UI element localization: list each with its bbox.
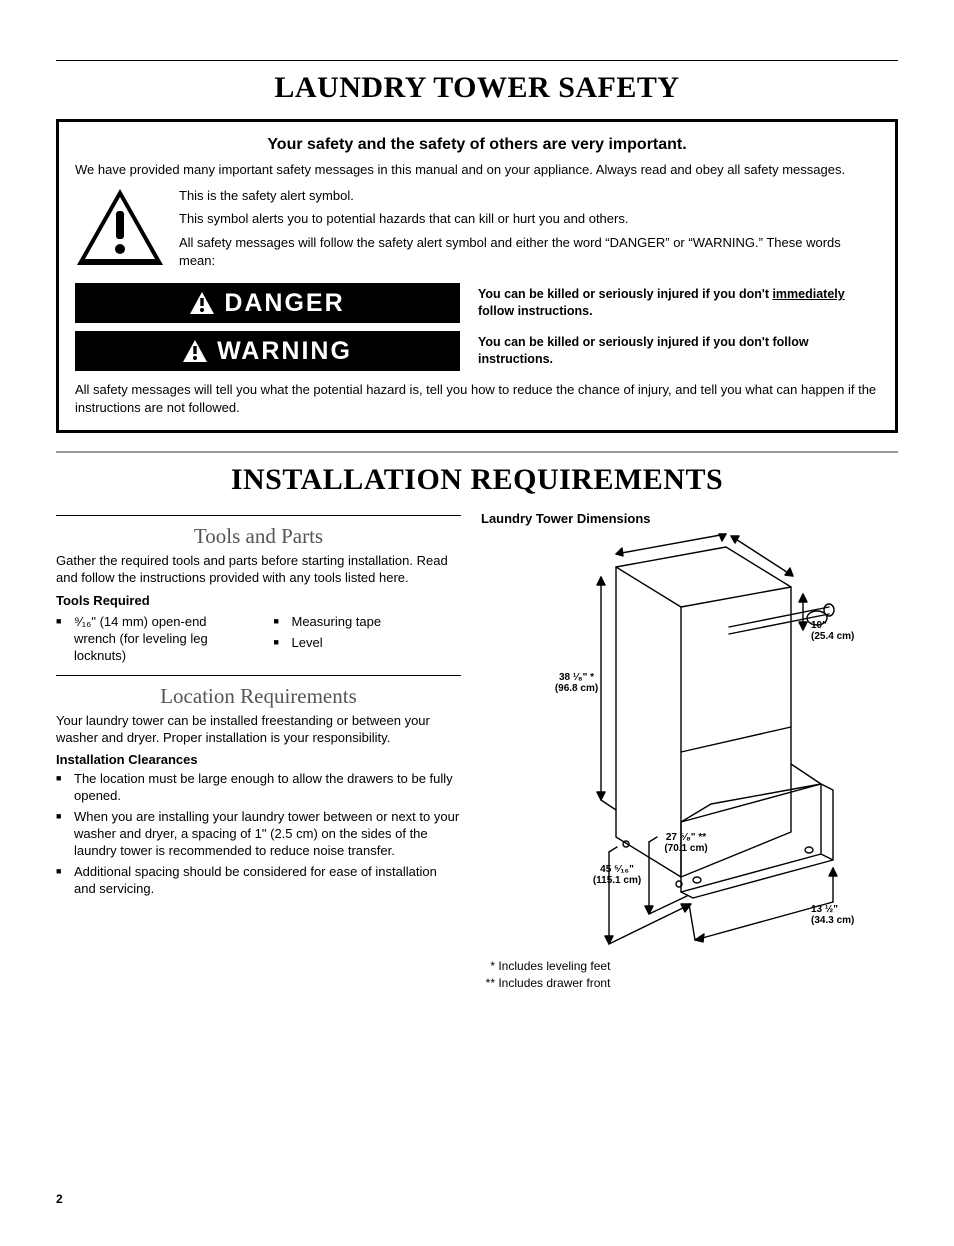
dim-27-cm: (70.1 cm) [664,843,707,854]
dim-13: 13 ½" [811,904,838,915]
list-item: The location must be large enough to all… [74,771,461,805]
page-number: 2 [56,1192,898,1206]
danger-row: DANGER You can be killed or seriously in… [75,283,879,323]
danger-desc: You can be killed or seriously injured i… [460,286,879,320]
list-item: Measuring tape [292,614,462,631]
dim-45: 45 ⁵⁄₁₆" [600,864,634,875]
list-item: Additional spacing should be considered … [74,864,461,898]
warning-desc: You can be killed or seriously injured i… [460,334,879,368]
danger-banner: DANGER [75,283,460,323]
dim-10: 10" [811,620,827,631]
clearances-list: The location must be large enough to all… [56,771,461,897]
alert-symbol-icon [75,187,165,270]
tools-intro: Gather the required tools and parts befo… [56,553,461,587]
footnote-1: Includes leveling feet [498,959,610,973]
safety-footer: All safety messages will tell you what t… [75,381,879,416]
dim-38-cm: (96.8 cm) [555,683,598,694]
dim-13-cm: (34.3 cm) [811,915,854,926]
tools-heading: Tools and Parts [56,524,461,549]
dim-45-cm: (115.1 cm) [593,875,641,886]
warning-row: WARNING You can be killed or seriously i… [75,331,879,371]
clearances-label: Installation Clearances [56,752,461,767]
tools-right-list: Measuring tape Level [274,614,462,652]
warning-banner: WARNING [75,331,460,371]
alert-symbol-row: This is the safety alert symbol. This sy… [75,187,879,275]
dim-27: 27 ⁵⁄₈" ** [666,832,706,843]
alert-text-3: All safety messages will follow the safe… [179,234,879,269]
section-title-install: INSTALLATION REQUIREMENTS [56,463,898,497]
list-item: ⁹⁄₁₆" (14 mm) open-end wrench (for level… [74,614,244,665]
dim-38: 38 ¹⁄₈" * [559,672,594,683]
warning-word: WARNING [217,337,352,366]
footnotes: * Includes leveling feet ** Includes dra… [481,958,898,992]
alert-triangle-icon [183,340,207,362]
list-item: Level [292,635,462,652]
tools-left-list: ⁹⁄₁₆" (14 mm) open-end wrench (for level… [56,614,244,665]
dim-10-cm: (25.4 cm) [811,631,854,642]
danger-word: DANGER [224,289,344,318]
tools-required-label: Tools Required [56,593,461,608]
footnote-2: Includes drawer front [498,976,610,990]
safety-intro: We have provided many important safety m… [75,162,879,179]
section-title-safety: LAUNDRY TOWER SAFETY [56,71,898,105]
list-item: When you are installing your laundry tow… [74,809,461,860]
safety-box: Your safety and the safety of others are… [56,119,898,433]
dimensions-diagram: 10" (25.4 cm) 38 ¹⁄₈" * (96.8 cm) 27 ⁵⁄₈… [481,532,861,952]
location-heading: Location Requirements [56,684,461,709]
dimensions-heading: Laundry Tower Dimensions [481,511,898,526]
alert-triangle-icon [190,292,214,314]
safety-headline: Your safety and the safety of others are… [75,136,879,154]
alert-text-1: This is the safety alert symbol. [179,187,879,205]
alert-text-2: This symbol alerts you to potential haza… [179,210,879,228]
location-intro: Your laundry tower can be installed free… [56,713,461,747]
